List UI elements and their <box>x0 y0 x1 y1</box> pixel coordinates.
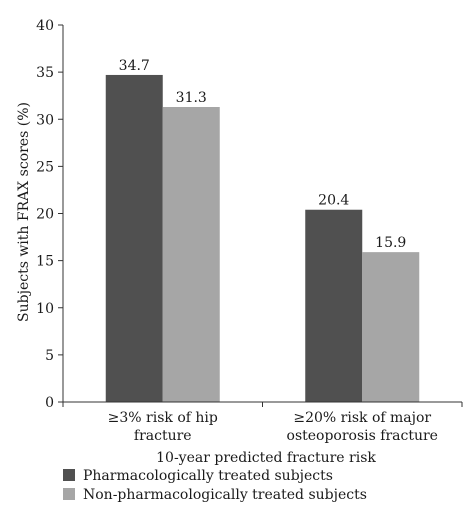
legend-entry: Non-pharmacologically treated subjects <box>83 487 367 503</box>
y-tick-label: 15 <box>36 254 54 270</box>
category-label: osteoporosis fracture <box>287 428 438 444</box>
data-label: 34.7 <box>119 58 150 74</box>
y-tick-label: 20 <box>36 207 54 223</box>
y-tick-label: 10 <box>36 301 54 317</box>
category-label: ≥20% risk of major <box>293 410 431 426</box>
data-label: 31.3 <box>176 90 207 106</box>
x-axis-title: 10-year predicted fracture risk <box>156 450 376 466</box>
legend-swatch <box>63 469 75 481</box>
bar <box>162 106 220 402</box>
bar <box>105 74 163 402</box>
y-axis-title: Subjects with FRAX scores (%) <box>16 102 32 322</box>
category-label: fracture <box>134 428 192 444</box>
y-tick-label: 40 <box>36 18 54 34</box>
bars <box>105 74 420 402</box>
data-label: 15.9 <box>375 235 406 251</box>
data-labels: 34.7 31.3 20.4 15.9 <box>119 58 407 251</box>
y-tick-label: 5 <box>45 348 54 364</box>
data-label: 20.4 <box>318 193 349 209</box>
legend-swatch <box>63 488 75 500</box>
y-axis: 0 5 10 15 20 25 30 35 40 <box>36 18 64 411</box>
legend: Pharmacologically treated subjects Non-ph… <box>63 468 367 503</box>
legend-entry: Pharmacologically treated subjects <box>83 468 333 484</box>
y-tick-label: 35 <box>36 65 54 81</box>
category-label: ≥3% risk of hip <box>108 410 218 426</box>
y-tick-label: 25 <box>36 159 54 175</box>
bar <box>362 252 420 402</box>
y-tick-label: 0 <box>45 395 54 411</box>
y-tick-label: 30 <box>36 112 54 128</box>
x-axis: ≥3% risk of hip fracture ≥20% risk of majo… <box>62 401 463 444</box>
bar <box>305 209 363 402</box>
